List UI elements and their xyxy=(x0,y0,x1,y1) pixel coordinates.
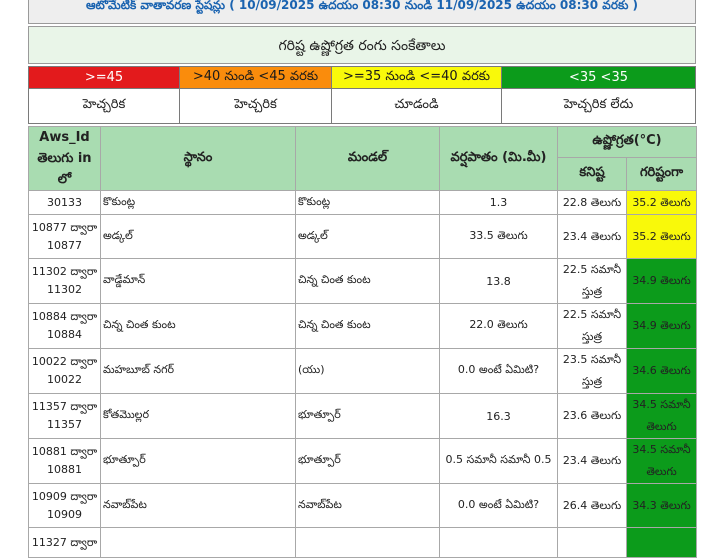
header-temperature: ఉష్ణోగ్రత(°C) xyxy=(556,126,698,158)
cell-max-temp: 34.3 తెలుగు xyxy=(625,483,698,528)
table-row: 10909 ద్వారా 10909 నవాబ్‌పేట నవాబ్‌పేట 0… xyxy=(28,483,698,528)
cell-station: నవాబ్‌పేట xyxy=(100,483,296,528)
cell-aws-id: 10909 ద్వారా 10909 xyxy=(28,483,101,528)
cell-aws-id: 11327 ద్వారా xyxy=(28,527,101,558)
cell-max-temp: 34.9 తెలుగు xyxy=(625,303,698,349)
table-row: 10022 ద్వారా 10022 మహబూబ్ నగర్ (యు) 0.0 … xyxy=(28,348,698,394)
cell-max-temp xyxy=(625,527,698,558)
report-frame: ఆటోమేటిక్ వాతావరణ స్టేషన్లు ( 10/09/2025… xyxy=(28,0,698,558)
cell-mandal xyxy=(295,527,440,558)
header-aws-id: Aws_Id తెలుగు in లో xyxy=(28,126,101,191)
cell-mandal: చిన్న చింత కుంట xyxy=(295,258,440,304)
legend-range-green: <35 <35 xyxy=(502,66,696,89)
cell-aws-id: 10022 ద్వారా 10022 xyxy=(28,348,101,394)
cell-aws-id: 10884 ద్వారా 10884 xyxy=(28,303,101,349)
cell-aws-id: 10881 ద్వారా 10881 xyxy=(28,438,101,484)
cell-rainfall: 0.0 అంటే ఏమిటి? xyxy=(439,348,558,394)
legend-label-row: హెచ్చరిక హెచ్చరిక చూడండి హెచ్చరిక లేదు xyxy=(28,89,696,124)
cell-max-temp: 35.2 తెలుగు xyxy=(625,190,698,215)
cell-max-temp: 34.5 సమానీ తెలుగు xyxy=(625,393,698,439)
cell-mandal: అడ్కల్ xyxy=(295,214,440,259)
cell-mandal: భూత్పూర్ xyxy=(295,438,440,484)
cell-aws-id: 11302 ద్వారా 11302 xyxy=(28,258,101,304)
cell-min-temp: 23.4 తెలుగు xyxy=(557,438,627,484)
cell-rainfall: 0.5 సమానీ సమానీ 0.5 xyxy=(439,438,558,484)
legend-color-row: >=45 >40 నుండి <45 వరకు >=35 నుండి <=40 … xyxy=(28,66,696,89)
header-min-temp: కనిష్ట xyxy=(557,157,627,191)
cell-min-temp xyxy=(557,527,627,558)
table-row: 10881 ద్వారా 10881 భూత్పూర్ భూత్పూర్ 0.5… xyxy=(28,438,698,484)
cell-rainfall: 16.3 xyxy=(439,393,558,439)
report-caption: ఆటోమేటిక్ వాతావరణ స్టేషన్లు ( 10/09/2025… xyxy=(28,0,696,24)
cell-rainfall: 22.0 తెలుగు xyxy=(439,303,558,349)
cell-max-temp: 35.2 తెలుగు xyxy=(625,214,698,259)
cell-rainfall: 13.8 xyxy=(439,258,558,304)
legend-range-yellow: >=35 నుండి <=40 వరకు xyxy=(332,66,502,89)
cell-mandal: నవాబ్‌పేట xyxy=(295,483,440,528)
legend-title: గరిష్ట ఉష్ణోగ్రత రంగు సంకేతాలు xyxy=(28,26,696,64)
header-station: స్థానం xyxy=(100,126,296,191)
table-row: 11357 ద్వారా 11357 కోతమొల్లర భూత్పూర్ 16… xyxy=(28,393,698,439)
cell-mandal: భూత్పూర్ xyxy=(295,393,440,439)
cell-station: అడ్కల్ xyxy=(100,214,296,259)
cell-aws-id: 10877 ద్వారా 10877 xyxy=(28,214,101,259)
legend-range-orange: >40 నుండి <45 వరకు xyxy=(180,66,332,89)
legend-label-red: హెచ్చరిక xyxy=(28,89,180,124)
table-row: 30133 కొకుంట్ల కొకుంట్ల 1.3 22.8 తెలుగు … xyxy=(28,190,698,215)
cell-rainfall: 0.0 అంటే ఏమిటి? xyxy=(439,483,558,528)
cell-station: భూత్పూర్ xyxy=(100,438,296,484)
cell-min-temp: 23.5 సమానీ స్తుత్ర xyxy=(557,348,627,394)
cell-rainfall: 1.3 xyxy=(439,190,558,215)
table-row: 10877 ద్వారా 10877 అడ్కల్ అడ్కల్ 33.5 తె… xyxy=(28,214,698,259)
cell-station xyxy=(100,527,296,558)
cell-mandal: కొకుంట్ల xyxy=(295,190,440,215)
header-rainfall: వర్షపాతం (మి.మీ) xyxy=(439,126,558,191)
cell-min-temp: 23.4 తెలుగు xyxy=(557,214,627,259)
cell-min-temp: 22.5 సమానీ స్తుత్ర xyxy=(557,258,627,304)
table-row: 11327 ద్వారా xyxy=(28,527,698,558)
cell-station: చిన్న చింత కుంట xyxy=(100,303,296,349)
cell-aws-id: 30133 xyxy=(28,190,101,215)
cell-max-temp: 34.6 తెలుగు xyxy=(625,348,698,394)
table-row: 10884 ద్వారా 10884 చిన్న చింత కుంట చిన్న… xyxy=(28,303,698,349)
header-mandal: మండల్ xyxy=(295,126,440,191)
legend-label-green: హెచ్చరిక లేదు xyxy=(502,89,696,124)
header-max-temp: గరిష్టంగా xyxy=(625,157,698,191)
cell-min-temp: 23.6 తెలుగు xyxy=(557,393,627,439)
cell-max-temp: 34.5 సమానీ తెలుగు xyxy=(625,438,698,484)
cell-mandal: (యు) xyxy=(295,348,440,394)
legend-label-orange: హెచ్చరిక xyxy=(180,89,332,124)
cell-rainfall xyxy=(439,527,558,558)
cell-min-temp: 22.8 తెలుగు xyxy=(557,190,627,215)
cell-aws-id: 11357 ద్వారా 11357 xyxy=(28,393,101,439)
legend-range-red: >=45 xyxy=(28,66,180,89)
cell-station: కోతమొల్లర xyxy=(100,393,296,439)
legend-label-yellow: చూడండి xyxy=(332,89,502,124)
cell-min-temp: 22.5 సమానీ స్తుత్ర xyxy=(557,303,627,349)
cell-rainfall: 33.5 తెలుగు xyxy=(439,214,558,259)
cell-min-temp: 26.4 తెలుగు xyxy=(557,483,627,528)
table-row: 11302 ద్వారా 11302 వాడ్డేమాన్ చిన్న చింత… xyxy=(28,258,698,304)
cell-mandal: చిన్న చింత కుంట xyxy=(295,303,440,349)
cell-station: వాడ్డేమాన్ xyxy=(100,258,296,304)
cell-station: మహబూబ్ నగర్ xyxy=(100,348,296,394)
cell-max-temp: 34.9 తెలుగు xyxy=(625,258,698,304)
weather-table: Aws_Id తెలుగు in లో స్థానం మండల్ వర్షపాత… xyxy=(28,126,698,558)
cell-station: కొకుంట్ల xyxy=(100,190,296,215)
